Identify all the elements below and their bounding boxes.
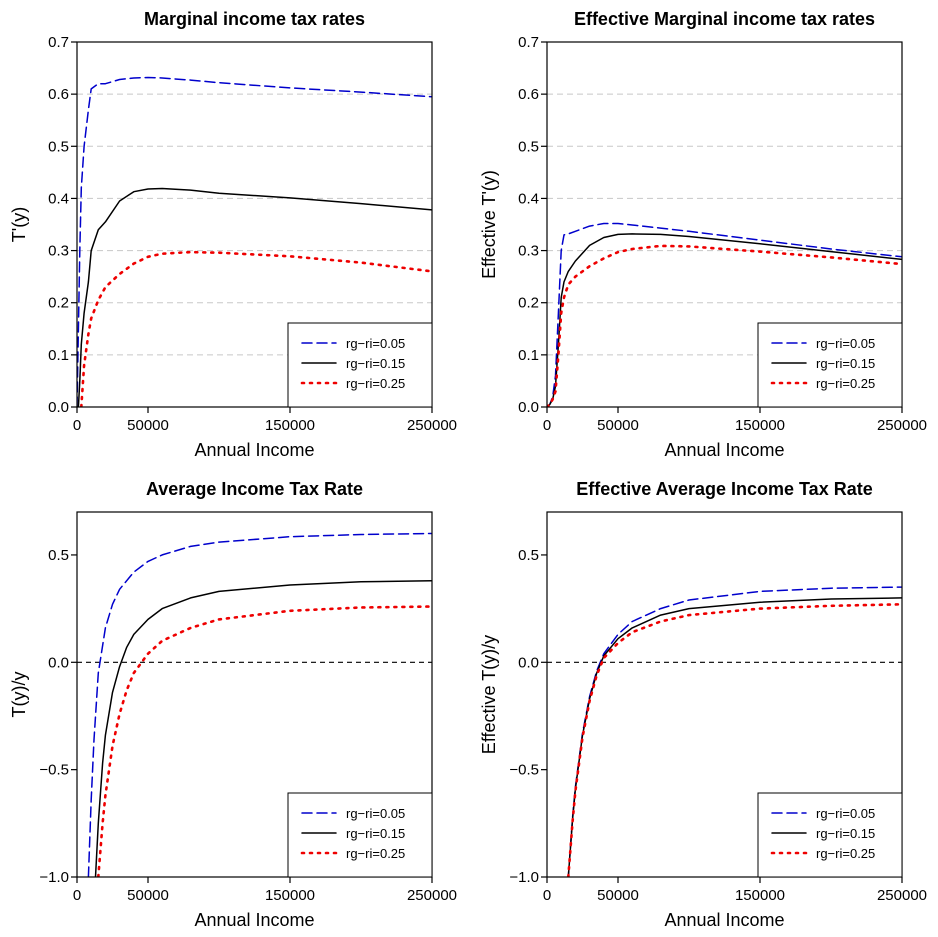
legend-label-1: rg−ri=0.05 bbox=[816, 336, 875, 351]
y-tick-label: 0.2 bbox=[48, 295, 69, 312]
chart-title: Marginal income tax rates bbox=[144, 9, 365, 29]
data-series-group bbox=[547, 222, 902, 407]
y-tick-label: −1.0 bbox=[39, 869, 69, 886]
x-tick-label: 150000 bbox=[265, 417, 315, 434]
x-tick-label: 150000 bbox=[265, 887, 315, 904]
legend-box bbox=[757, 322, 903, 408]
data-series-group bbox=[566, 586, 902, 877]
legend-label-2: rg−ri=0.15 bbox=[346, 356, 405, 371]
plot-frame bbox=[76, 511, 433, 878]
panel-1: 0 50000 150000 250000 0.0 0.1 0.2 0.3 0.4 0.5 0.6 0… bbox=[9, 9, 457, 460]
x-tick-label: 50000 bbox=[597, 887, 639, 904]
y-tick-label: 0.3 bbox=[518, 243, 539, 260]
legend: rg−ri=0.05 rg−ri=0.15 rg−ri=0.25 bbox=[287, 322, 433, 408]
x-tick-label: 50000 bbox=[127, 887, 169, 904]
legend-box bbox=[287, 322, 433, 408]
legend-label-1: rg−ri=0.05 bbox=[346, 336, 405, 351]
legend-box bbox=[757, 792, 903, 878]
panel-2: 0 50000 150000 250000 0.0 0.1 0.2 0.3 0.4 0.5 0.6 0… bbox=[479, 9, 927, 460]
x-tick-label: 250000 bbox=[407, 417, 457, 434]
legend-label-2: rg−ri=0.15 bbox=[816, 826, 875, 841]
y-tick-label: 0.1 bbox=[48, 347, 69, 364]
y-tick-label: 0.3 bbox=[48, 243, 69, 260]
plot-frame bbox=[76, 41, 433, 408]
plot-frame bbox=[546, 41, 903, 408]
legend-label-1: rg−ri=0.05 bbox=[816, 806, 875, 821]
series-line-3 bbox=[80, 250, 432, 407]
y-tick-label: 0.0 bbox=[518, 654, 539, 671]
chart-title: Average Income Tax Rate bbox=[146, 479, 363, 499]
x-tick-label: 0 bbox=[543, 887, 551, 904]
legend: rg−ri=0.05 rg−ri=0.15 rg−ri=0.25 bbox=[757, 792, 903, 878]
series-line-3 bbox=[547, 244, 902, 407]
y-tick-label: 0.7 bbox=[518, 34, 539, 51]
data-series-group bbox=[87, 532, 432, 877]
series-line-1 bbox=[87, 532, 432, 877]
legend-label-3: rg−ri=0.25 bbox=[346, 846, 405, 861]
series-line-3 bbox=[97, 605, 432, 877]
y-tick-label: 0.5 bbox=[48, 547, 69, 564]
y-tick-label: 0.0 bbox=[48, 654, 69, 671]
x-tick-label: 250000 bbox=[877, 887, 927, 904]
x-tick-label: 0 bbox=[73, 887, 81, 904]
legend-label-3: rg−ri=0.25 bbox=[816, 376, 875, 391]
y-tick-label: 0.6 bbox=[48, 86, 69, 103]
y-tick-label: 0.7 bbox=[48, 34, 69, 51]
x-axis-label: Annual Income bbox=[664, 440, 784, 460]
series-line-3 bbox=[566, 602, 902, 877]
y-tick-label: 0.2 bbox=[518, 295, 539, 312]
y-tick-label: 0.5 bbox=[518, 138, 539, 155]
legend: rg−ri=0.05 rg−ri=0.15 rg−ri=0.25 bbox=[757, 322, 903, 408]
legend-label-3: rg−ri=0.25 bbox=[816, 846, 875, 861]
y-axis-label: T(y)/y bbox=[9, 672, 29, 718]
data-series-group bbox=[77, 76, 432, 407]
y-tick-label: 0.1 bbox=[518, 347, 539, 364]
legend: rg−ri=0.05 rg−ri=0.15 rg−ri=0.25 bbox=[287, 792, 433, 878]
x-axis-label: Annual Income bbox=[194, 910, 314, 930]
x-tick-label: 50000 bbox=[597, 417, 639, 434]
series-line-2 bbox=[77, 187, 432, 407]
chart-title: Effective Average Income Tax Rate bbox=[576, 479, 872, 499]
y-axis-label: Effective T(y)/y bbox=[479, 635, 499, 754]
x-tick-label: 150000 bbox=[735, 887, 785, 904]
legend-label-2: rg−ri=0.15 bbox=[816, 356, 875, 371]
y-tick-label: 0.0 bbox=[48, 399, 69, 416]
panel-3: 0 50000 150000 250000 −1.0 −0.5 0.0 0.5 Average … bbox=[9, 479, 457, 930]
y-axis-label: T'(y) bbox=[9, 207, 29, 242]
series-line-1 bbox=[547, 222, 902, 407]
x-tick-label: 0 bbox=[543, 417, 551, 434]
y-tick-label: 0.5 bbox=[518, 547, 539, 564]
y-tick-label: 0.4 bbox=[48, 190, 69, 207]
legend-box bbox=[287, 792, 433, 878]
x-axis-label: Annual Income bbox=[194, 440, 314, 460]
panel-4: 0 50000 150000 250000 −1.0 −0.5 0.0 0.5 Effectiv… bbox=[479, 479, 927, 930]
y-tick-label: −1.0 bbox=[509, 869, 539, 886]
x-tick-label: 150000 bbox=[735, 417, 785, 434]
x-tick-label: 250000 bbox=[407, 887, 457, 904]
y-tick-label: −0.5 bbox=[39, 762, 69, 779]
y-tick-label: 0.5 bbox=[48, 138, 69, 155]
legend-label-2: rg−ri=0.15 bbox=[346, 826, 405, 841]
y-tick-label: 0.0 bbox=[518, 399, 539, 416]
series-line-2 bbox=[547, 233, 902, 407]
x-tick-label: 50000 bbox=[127, 417, 169, 434]
y-tick-label: 0.4 bbox=[518, 190, 539, 207]
chart-title: Effective Marginal income tax rates bbox=[574, 9, 875, 29]
legend-label-3: rg−ri=0.25 bbox=[346, 376, 405, 391]
plot-frame bbox=[546, 511, 903, 878]
legend-label-1: rg−ri=0.05 bbox=[346, 806, 405, 821]
x-axis-label: Annual Income bbox=[664, 910, 784, 930]
series-line-2 bbox=[94, 579, 432, 877]
x-tick-label: 0 bbox=[73, 417, 81, 434]
y-tick-label: −0.5 bbox=[509, 762, 539, 779]
y-axis-label: Effective T'(y) bbox=[479, 170, 499, 279]
y-tick-label: 0.6 bbox=[518, 86, 539, 103]
x-tick-label: 250000 bbox=[877, 417, 927, 434]
